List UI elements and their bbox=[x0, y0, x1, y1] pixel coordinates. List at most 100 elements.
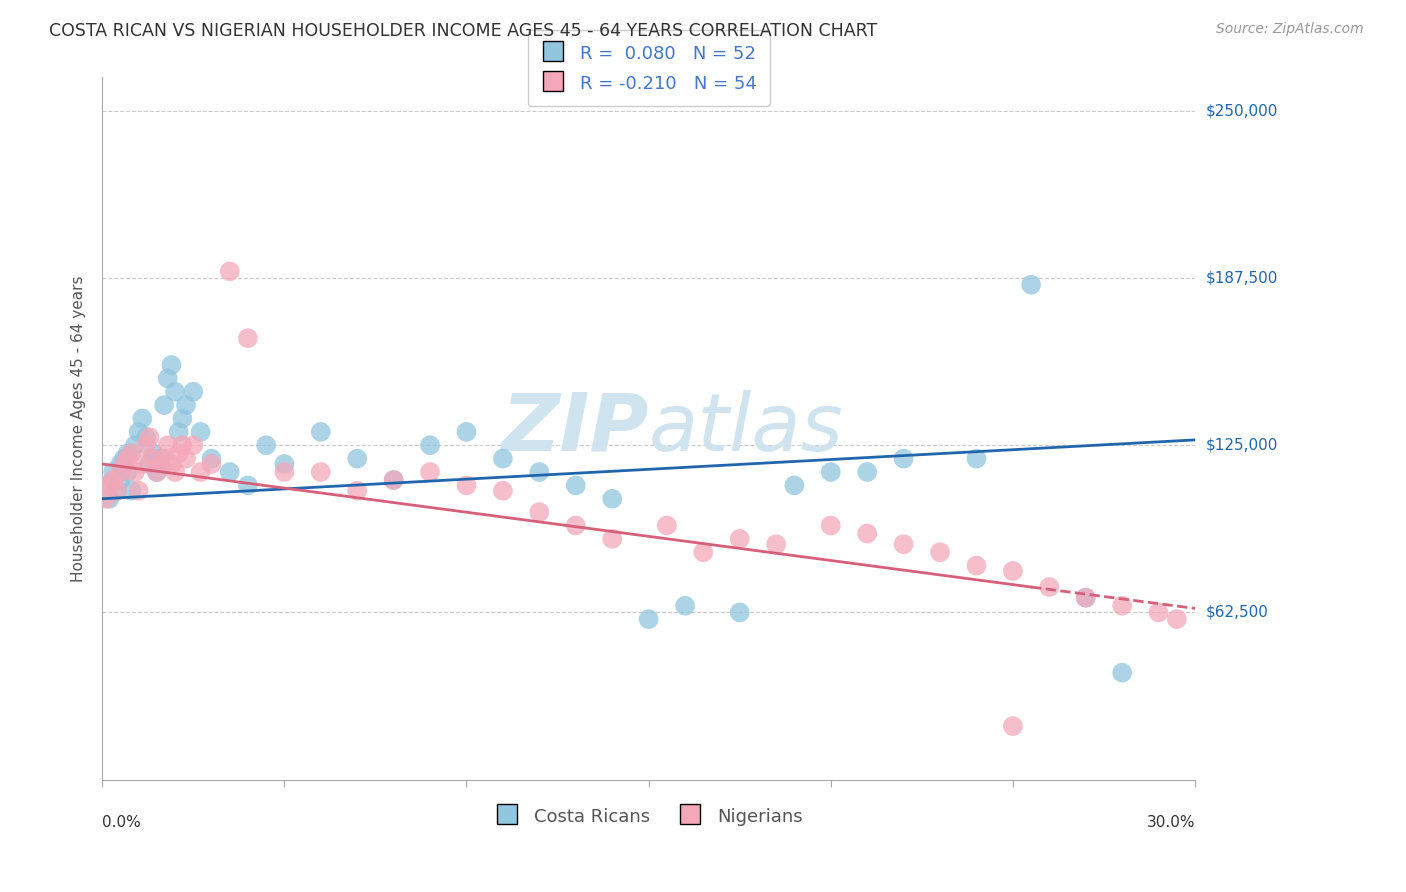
Point bbox=[820, 465, 842, 479]
Point bbox=[135, 430, 157, 444]
Legend: Costa Ricans, Nigerians: Costa Ricans, Nigerians bbox=[488, 798, 810, 834]
Point bbox=[1147, 606, 1170, 620]
Point bbox=[120, 446, 142, 460]
Point bbox=[153, 398, 176, 412]
Point bbox=[673, 599, 696, 613]
Point bbox=[94, 491, 117, 506]
Text: $125,000: $125,000 bbox=[1206, 438, 1278, 453]
Point bbox=[382, 473, 405, 487]
Point bbox=[492, 451, 515, 466]
Text: 0.0%: 0.0% bbox=[103, 814, 141, 830]
Point bbox=[309, 465, 332, 479]
Point bbox=[142, 446, 165, 460]
Point bbox=[218, 264, 240, 278]
Point bbox=[98, 491, 121, 506]
Point bbox=[236, 478, 259, 492]
Point bbox=[117, 451, 139, 466]
Point bbox=[1038, 580, 1060, 594]
Point bbox=[112, 451, 135, 466]
Text: 30.0%: 30.0% bbox=[1146, 814, 1195, 830]
Point bbox=[128, 483, 150, 498]
Point bbox=[783, 478, 806, 492]
Point bbox=[101, 473, 124, 487]
Point bbox=[112, 457, 135, 471]
Point bbox=[728, 606, 751, 620]
Point bbox=[105, 483, 128, 498]
Point bbox=[146, 465, 169, 479]
Point bbox=[131, 411, 153, 425]
Point bbox=[1074, 591, 1097, 605]
Point bbox=[565, 518, 588, 533]
Point bbox=[167, 446, 190, 460]
Point bbox=[135, 438, 157, 452]
Point bbox=[1001, 719, 1024, 733]
Point bbox=[456, 425, 478, 439]
Point bbox=[382, 473, 405, 487]
Point bbox=[1019, 277, 1042, 292]
Point bbox=[181, 384, 204, 399]
Point bbox=[893, 537, 915, 551]
Point bbox=[1111, 665, 1133, 680]
Point bbox=[346, 451, 368, 466]
Point bbox=[200, 451, 222, 466]
Point bbox=[1001, 564, 1024, 578]
Point bbox=[655, 518, 678, 533]
Point bbox=[1166, 612, 1188, 626]
Point bbox=[565, 478, 588, 492]
Point bbox=[149, 457, 172, 471]
Point bbox=[856, 526, 879, 541]
Point bbox=[160, 358, 183, 372]
Point bbox=[167, 425, 190, 439]
Point bbox=[172, 411, 194, 425]
Point bbox=[492, 483, 515, 498]
Point bbox=[138, 457, 160, 471]
Point bbox=[120, 483, 142, 498]
Point bbox=[218, 465, 240, 479]
Point bbox=[165, 384, 187, 399]
Point bbox=[110, 473, 132, 487]
Point bbox=[692, 545, 714, 559]
Point bbox=[254, 438, 277, 452]
Point bbox=[236, 331, 259, 345]
Point bbox=[929, 545, 952, 559]
Text: Source: ZipAtlas.com: Source: ZipAtlas.com bbox=[1216, 22, 1364, 37]
Point bbox=[110, 465, 132, 479]
Point bbox=[893, 451, 915, 466]
Point bbox=[98, 478, 121, 492]
Text: COSTA RICAN VS NIGERIAN HOUSEHOLDER INCOME AGES 45 - 64 YEARS CORRELATION CHART: COSTA RICAN VS NIGERIAN HOUSEHOLDER INCO… bbox=[49, 22, 877, 40]
Point bbox=[309, 425, 332, 439]
Point bbox=[765, 537, 787, 551]
Point bbox=[419, 465, 441, 479]
Text: atlas: atlas bbox=[648, 390, 844, 467]
Point bbox=[101, 465, 124, 479]
Point bbox=[165, 465, 187, 479]
Point bbox=[1074, 591, 1097, 605]
Text: ZIP: ZIP bbox=[502, 390, 648, 467]
Point bbox=[142, 451, 165, 466]
Point bbox=[160, 457, 183, 471]
Point bbox=[190, 465, 212, 479]
Point bbox=[456, 478, 478, 492]
Text: $250,000: $250,000 bbox=[1206, 103, 1278, 119]
Point bbox=[149, 451, 172, 466]
Point bbox=[117, 465, 139, 479]
Point bbox=[273, 457, 295, 471]
Text: $187,500: $187,500 bbox=[1206, 270, 1278, 285]
Text: $62,500: $62,500 bbox=[1206, 605, 1270, 620]
Point bbox=[419, 438, 441, 452]
Point bbox=[856, 465, 879, 479]
Point bbox=[181, 438, 204, 452]
Point bbox=[600, 532, 623, 546]
Point bbox=[600, 491, 623, 506]
Point bbox=[190, 425, 212, 439]
Point bbox=[172, 438, 194, 452]
Point bbox=[174, 398, 197, 412]
Point bbox=[156, 438, 179, 452]
Point bbox=[529, 465, 551, 479]
Point bbox=[146, 465, 169, 479]
Point bbox=[117, 446, 139, 460]
Point bbox=[346, 483, 368, 498]
Point bbox=[529, 505, 551, 519]
Point bbox=[124, 465, 146, 479]
Point bbox=[110, 457, 132, 471]
